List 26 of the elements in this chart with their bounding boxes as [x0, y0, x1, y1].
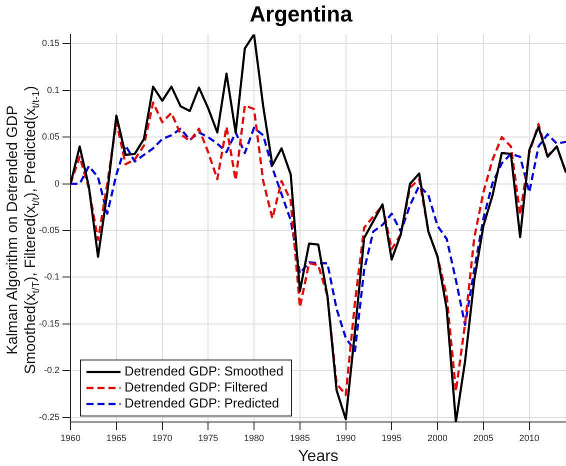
y-tick-label: -0.2 — [44, 365, 60, 376]
legend-label: Detrended GDP: Filtered — [124, 380, 268, 395]
x-tick-label: 1985 — [290, 432, 310, 443]
line-series — [70, 126, 566, 352]
x-tick-label: 2005 — [473, 432, 494, 443]
legend-label: Detrended GDP: Smoothed — [124, 364, 284, 379]
x-tick-label: 1995 — [382, 432, 402, 443]
x-tick-label: 1990 — [336, 432, 356, 443]
x-tick-label: 1980 — [244, 432, 264, 443]
y-tick-label: -0.25 — [39, 412, 60, 422]
x-tick-label: 1965 — [106, 432, 126, 443]
legend-label: Detrended GDP: Predicted — [124, 396, 280, 411]
x-tick-label: 1975 — [198, 432, 218, 443]
x-tick-label: 1970 — [152, 432, 172, 443]
y-tick-label: -0.15 — [39, 318, 60, 328]
x-tick-label: 2010 — [519, 432, 540, 443]
y-tick-label: -0.1 — [44, 272, 60, 282]
y-tick-label: 0.05 — [42, 132, 60, 142]
chart-title: Argentina — [250, 1, 354, 26]
x-tick-label: 1960 — [60, 432, 81, 443]
y-tick-label: 0.15 — [42, 38, 60, 48]
x-axis-title: Years — [298, 448, 338, 465]
y-tick-label: -0.05 — [39, 225, 60, 236]
x-tick-label: 2000 — [428, 432, 448, 443]
y-tick-label: 0.1 — [47, 84, 60, 95]
y-tick-label: 0 — [54, 178, 60, 188]
